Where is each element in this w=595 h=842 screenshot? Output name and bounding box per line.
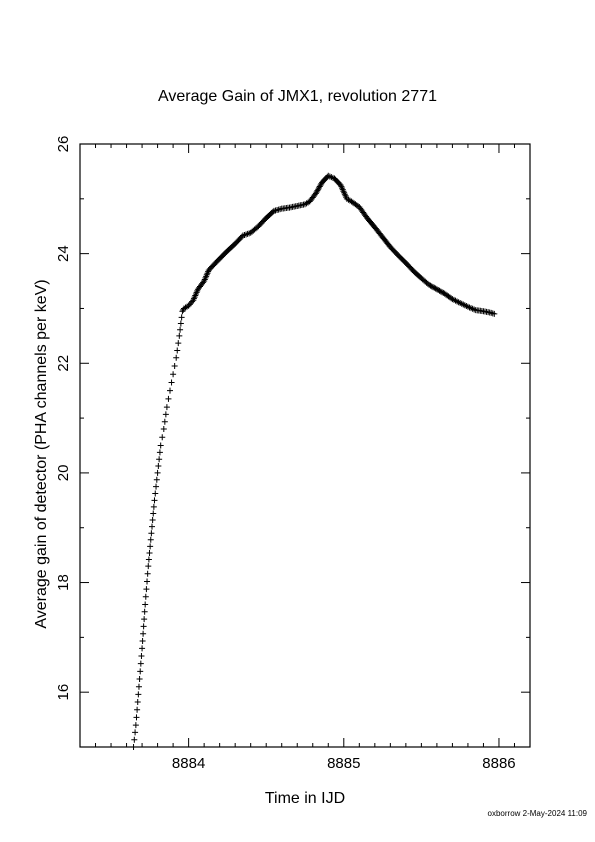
data-point: [171, 363, 178, 370]
y-tick-label: 24: [55, 245, 72, 262]
data-point: [149, 517, 156, 524]
data-point: [163, 404, 170, 411]
data-point: [154, 469, 161, 476]
data-point: [142, 593, 149, 600]
data-point: [426, 281, 433, 288]
data-point: [431, 284, 438, 291]
data-point: [140, 623, 147, 630]
data-point: [432, 285, 439, 292]
data-point: [175, 340, 182, 347]
data-point: [439, 289, 446, 296]
data-point: [428, 283, 435, 290]
y-tick-label: 16: [55, 684, 72, 701]
data-point: [177, 326, 184, 333]
y-tick-label: 26: [55, 136, 72, 153]
data-point: [269, 208, 276, 215]
data-point: [138, 653, 145, 660]
data-point: [436, 287, 443, 294]
data-point: [143, 586, 150, 593]
data-point: [137, 668, 144, 675]
y-tick-label: 22: [55, 355, 72, 372]
data-point: [141, 616, 148, 623]
data-point: [167, 387, 173, 394]
data-point: [177, 320, 184, 327]
data-point: [135, 691, 142, 698]
data-point: [176, 332, 183, 339]
data-point: [150, 510, 157, 517]
x-tick-label: 8885: [327, 755, 360, 772]
footer-stamp: oxborrow 2-May-2024 11:09: [487, 809, 587, 818]
data-point: [145, 563, 152, 570]
data-point: [130, 744, 137, 750]
data-point: [147, 543, 154, 550]
data-series: [130, 172, 498, 750]
data-point: [134, 699, 141, 706]
data-point: [135, 683, 142, 690]
data-point: [156, 456, 163, 463]
data-point: [168, 379, 175, 386]
data-point: [139, 645, 146, 652]
data-point: [132, 722, 139, 729]
data-point: [174, 347, 181, 354]
data-point: [170, 371, 177, 378]
data-point: [157, 442, 164, 449]
data-point: [140, 630, 147, 637]
data-point: [173, 354, 180, 361]
data-point: [149, 523, 155, 530]
data-point: [153, 483, 160, 490]
data-point: [160, 426, 167, 433]
data-point: [139, 638, 146, 645]
data-point: [155, 463, 162, 470]
data-point: [147, 536, 154, 543]
data-point: [145, 556, 152, 563]
data-point: [427, 282, 434, 289]
data-point: [162, 411, 169, 418]
data-point: [150, 503, 157, 510]
data-point: [179, 308, 186, 315]
x-axis-label: Time in IJD: [264, 790, 346, 807]
y-axis-label: Average gain of detector (PHA channels p…: [33, 279, 50, 629]
axis-ticks: [79, 143, 531, 748]
data-point: [131, 736, 138, 743]
data-point: [151, 497, 158, 504]
data-point: [144, 578, 151, 585]
x-tick-label: 8886: [482, 755, 515, 772]
data-point: [148, 530, 155, 537]
data-point: [132, 729, 139, 736]
data-point: [491, 310, 498, 317]
data-point: [144, 570, 151, 577]
y-tick-label: 20: [55, 465, 72, 482]
chart-title: Average Gain of JMX1, revolution 2771: [158, 88, 437, 105]
data-point: [153, 476, 160, 483]
data-point: [133, 714, 140, 721]
data-point: [178, 314, 185, 321]
data-point: [489, 310, 496, 317]
data-point: [488, 309, 495, 316]
tick-labels: 8884 8885 8886 16 18 20 22 24 26: [55, 136, 516, 772]
data-point: [137, 660, 144, 667]
x-tick-label: 8884: [172, 755, 205, 772]
data-point: [161, 418, 168, 425]
data-point: [159, 434, 166, 441]
data-point: [430, 284, 437, 291]
data-point: [136, 676, 143, 683]
y-tick-label: 18: [55, 574, 72, 591]
data-point: [165, 395, 172, 402]
data-point: [433, 286, 440, 293]
data-point: [146, 549, 153, 556]
data-point: [156, 449, 163, 456]
data-point: [142, 601, 149, 608]
data-point: [152, 490, 159, 497]
data-point: [141, 608, 148, 615]
data-point: [134, 706, 141, 713]
data-point: [437, 288, 444, 295]
data-point: [435, 286, 442, 293]
plot-frame: [79, 143, 531, 748]
